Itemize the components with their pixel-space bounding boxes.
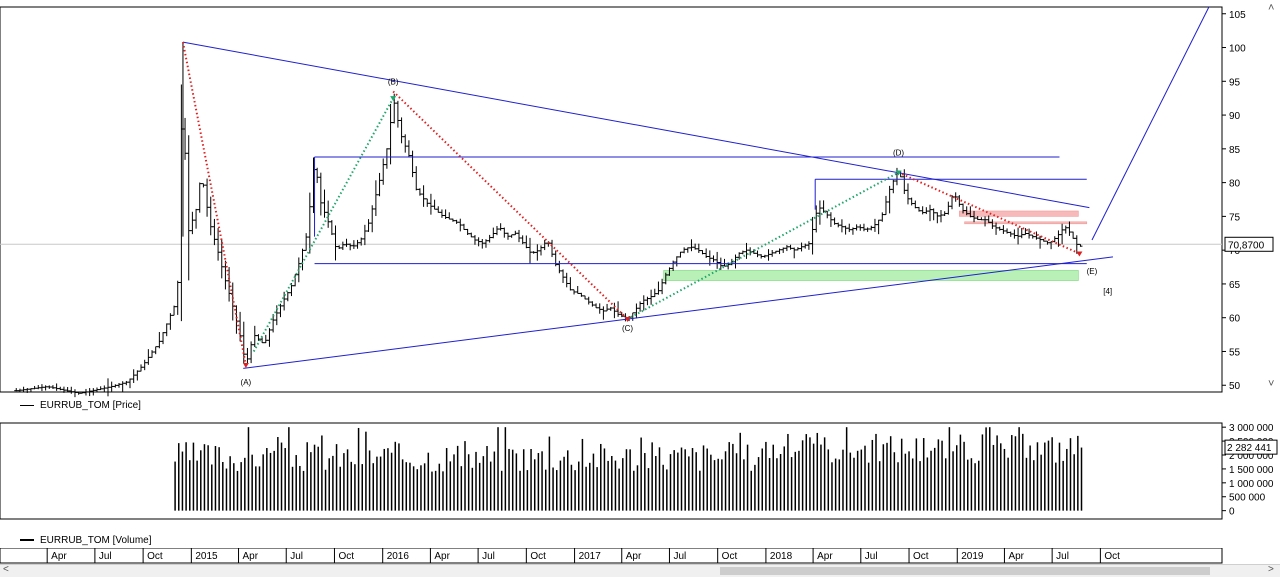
scroll-down-arrow[interactable]: ˅ <box>1268 378 1275 390</box>
wave-label: (A) <box>241 378 252 387</box>
red-dotted-trendline <box>181 41 247 366</box>
arrow-head-marker <box>242 362 249 368</box>
x-tick-label: Apr <box>817 551 833 562</box>
green-dotted-trendline <box>252 97 395 352</box>
green-dotted-trendline <box>627 171 900 320</box>
x-tick-label: Oct <box>530 551 546 562</box>
volume-plot-frame <box>0 422 1223 520</box>
time-axis-frame <box>0 548 1223 564</box>
wave-label: [4] <box>1103 287 1112 296</box>
y-tick-label: 60 <box>1229 314 1241 325</box>
x-tick-label: 2015 <box>195 551 218 562</box>
y-tick-label: 100 <box>1229 44 1246 55</box>
arrow-head-marker <box>390 96 397 102</box>
horizontal-scrollbar[interactable]: < > <box>0 564 1280 577</box>
arrow-head-marker <box>624 317 631 323</box>
x-tick-label: 2017 <box>579 551 602 562</box>
x-tick-label: Oct <box>147 551 163 562</box>
x-tick-label: 2018 <box>770 551 793 562</box>
volume-y-tick-label: 3 000 000 <box>1229 423 1274 434</box>
scroll-thumb[interactable] <box>720 567 1210 575</box>
x-tick-label: Jul <box>482 551 495 562</box>
volume-y-tick-label: 2 000 000 <box>1229 451 1274 462</box>
price-plot-frame <box>0 6 1223 393</box>
x-tick-label: 2016 <box>387 551 410 562</box>
x-tick-label: Jul <box>673 551 686 562</box>
volume-legend: EURRUB_TOM [Volume] <box>20 535 152 546</box>
x-tick-label: Jul <box>99 551 112 562</box>
y-tick-label: 85 <box>1229 145 1241 156</box>
x-tick-label: 2019 <box>961 551 984 562</box>
y-tick-label: 105 <box>1229 10 1246 21</box>
time-axis[interactable]: Apr Jul Oct 2015 Apr Jul Oct 2016 Apr Jul Oct 2017 A… <box>0 548 1280 564</box>
volume-y-tick-label: 500 000 <box>1229 493 1266 504</box>
volume-y-tick-label: 1 000 000 <box>1229 479 1274 490</box>
price-legend-label: EURRUB_TOM [Price] <box>40 400 141 411</box>
x-tick-label: Oct <box>913 551 929 562</box>
x-tick-label: Oct <box>1104 551 1120 562</box>
last-volume-badge: 2 282 441 <box>1227 443 1272 454</box>
x-tick-label: Jul <box>865 551 878 562</box>
y-tick-label: 75 <box>1229 212 1241 223</box>
x-tick-label: Apr <box>626 551 642 562</box>
wave-label: (C) <box>622 324 633 333</box>
x-tick-label: Oct <box>722 551 738 562</box>
price-chart[interactable]: (A)(B)(C)(D)(E)[4]1051009590858075706560… <box>0 0 1280 400</box>
price-legend: EURRUB_TOM [Price] <box>20 400 141 411</box>
x-tick-label: Jul <box>290 551 303 562</box>
blue-trendline <box>1091 6 1210 241</box>
wave-label: (D) <box>893 149 904 158</box>
red-dotted-trendline <box>392 90 629 320</box>
y-tick-label: 80 <box>1229 179 1241 190</box>
scroll-up-arrow[interactable]: ˄ <box>1268 2 1275 14</box>
blue-trendline <box>243 256 1114 369</box>
y-tick-label: 55 <box>1229 347 1241 358</box>
red-zone <box>959 210 1079 217</box>
y-tick-label: 95 <box>1229 77 1241 88</box>
volume-legend-label: EURRUB_TOM [Volume] <box>40 535 152 546</box>
last-price-badge-box <box>1224 236 1274 252</box>
x-tick-label: Apr <box>434 551 450 562</box>
y-tick-label: 50 <box>1229 381 1241 392</box>
green-zone <box>663 270 1079 281</box>
wave-label: (B) <box>388 78 399 87</box>
volume-y-tick-label: 1 500 000 <box>1229 465 1274 476</box>
wave-label: (E) <box>1087 267 1098 276</box>
arrow-head-marker <box>1076 251 1083 257</box>
x-tick-label: Oct <box>338 551 354 562</box>
x-tick-label: Apr <box>243 551 259 562</box>
y-tick-label: 90 <box>1229 111 1241 122</box>
x-tick-label: Apr <box>51 551 67 562</box>
red-zone <box>964 221 1088 225</box>
y-tick-label: 65 <box>1229 280 1241 291</box>
last-price-badge: 70,8700 <box>1228 240 1265 251</box>
scroll-left-arrow[interactable]: < <box>3 564 9 575</box>
arrow-head-marker <box>895 170 902 176</box>
scroll-right-arrow[interactable]: > <box>1268 564 1274 575</box>
volume-y-tick-label: 0 <box>1229 507 1235 518</box>
blue-trendline <box>182 41 1090 209</box>
x-tick-label: Apr <box>1008 551 1024 562</box>
last-volume-badge-box <box>1224 439 1278 455</box>
red-dotted-trendline <box>898 171 1080 255</box>
x-tick-label: Jul <box>1056 551 1069 562</box>
